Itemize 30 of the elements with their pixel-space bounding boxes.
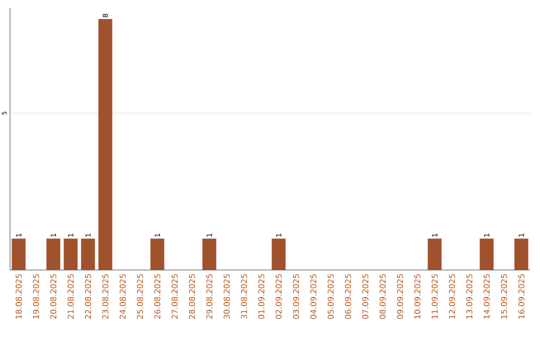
x-tick-label: 21.08.2025 [68, 274, 74, 319]
x-tick-label: 27.08.2025 [172, 274, 178, 319]
x-tick-label: 07.09.2025 [362, 274, 368, 319]
x-tick-label: 11.09.2025 [432, 274, 438, 318]
x-tick-label: 26.08.2025 [154, 274, 160, 319]
x-tick-label: 23.08.2025 [102, 274, 108, 319]
x-tick-label: 30.08.2025 [224, 274, 230, 319]
x-tick-label: 12.09.2025 [448, 274, 456, 318]
x-tick-label: 04.09.2025 [310, 274, 316, 319]
x-tick-label: 01.09.2025 [258, 274, 264, 319]
x-tick-label: 28.08.2025 [188, 274, 196, 319]
x-tick-label: 10.09.2025 [414, 274, 420, 318]
x-tick-label: 20.08.2025 [50, 274, 56, 319]
x-tick-label: 03.09.2025 [292, 274, 300, 319]
x-tick-label: 19.08.2025 [32, 274, 40, 318]
x-tick-label: 29.08.2025 [206, 274, 212, 319]
x-tick-label: 22.08.2025 [84, 274, 92, 319]
x-tick-label: 16.09.2025 [518, 274, 524, 318]
x-tick-label: 09.09.2025 [396, 274, 404, 319]
x-tick-label: 24.08.2025 [120, 274, 126, 319]
x-tick-label: 15.09.2025 [500, 274, 508, 318]
x-tick-label: 18.08.2025 [16, 274, 22, 318]
x-tick-label: 25.08.2025 [136, 274, 144, 319]
x-tick-label: 06.09.2025 [344, 274, 352, 319]
x-tick-label: 08.09.2025 [380, 274, 386, 319]
x-tick-label: 31.08.2025 [240, 274, 248, 319]
x-tick-label: 05.09.2025 [328, 274, 334, 319]
x-tick-label: 14.09.2025 [484, 274, 490, 318]
x-tick-label: 02.09.2025 [276, 274, 282, 319]
x-tick-label: 13.09.2025 [466, 274, 472, 318]
